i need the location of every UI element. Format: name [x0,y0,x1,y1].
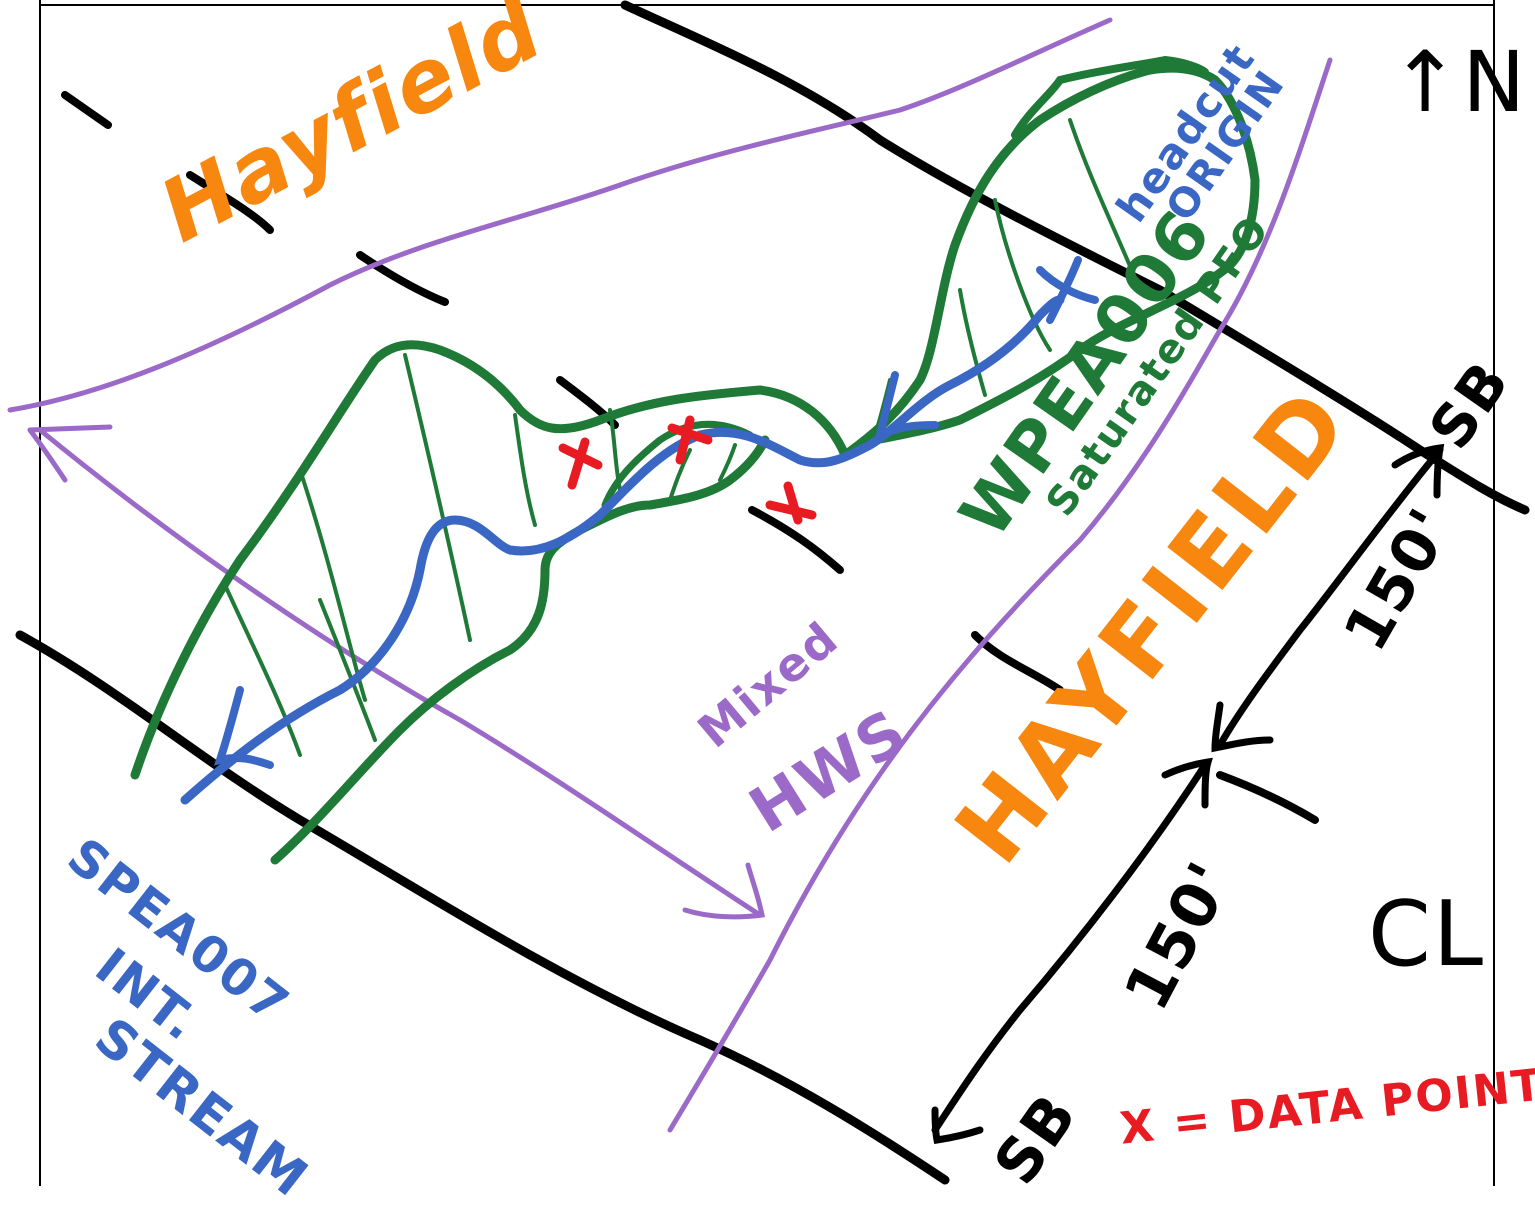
hatch-mark-5 [748,506,844,574]
hatch-mark-3 [356,251,449,306]
hatch-mark-1 [61,91,112,129]
hayfield-boundary-upper [7,17,1113,413]
hws-width-arrow-line [27,424,763,918]
wetland-headcut-lobe [1011,55,1209,139]
stream-upper-arrowhead [874,371,939,442]
hws-arrowhead-left [27,427,68,483]
dimension-arrowhead-lower-top [1161,757,1213,809]
road-edge-lower [15,630,950,1185]
data-point-marks [558,415,817,525]
wetland-boundary [130,63,1260,780]
hayfield-boundary-right [667,57,1333,1133]
dimension-arrowhead-lower-bottom [931,1106,984,1144]
stream-channel [180,295,1065,805]
hws-arrowhead-right [682,862,765,920]
headcut-origin-x [1036,256,1099,324]
centerline-label: CL [1368,882,1485,987]
wetland-boundary-lower [270,435,770,865]
wetland-hatching [223,118,1142,757]
dimension-arrowhead-upper-bottom [1211,701,1274,753]
dimension-line-upper [1216,446,1444,749]
hatch-mark-7 [1216,771,1319,824]
stream-flow-arrowhead [213,686,274,769]
north-arrow-label: ↑N [1390,33,1528,131]
dimension-arrowhead-upper-top [1391,443,1445,499]
wetland-inner-lobe [601,420,754,509]
dimension-line-lower [931,761,1209,1134]
hatch-mark-2 [186,171,274,234]
